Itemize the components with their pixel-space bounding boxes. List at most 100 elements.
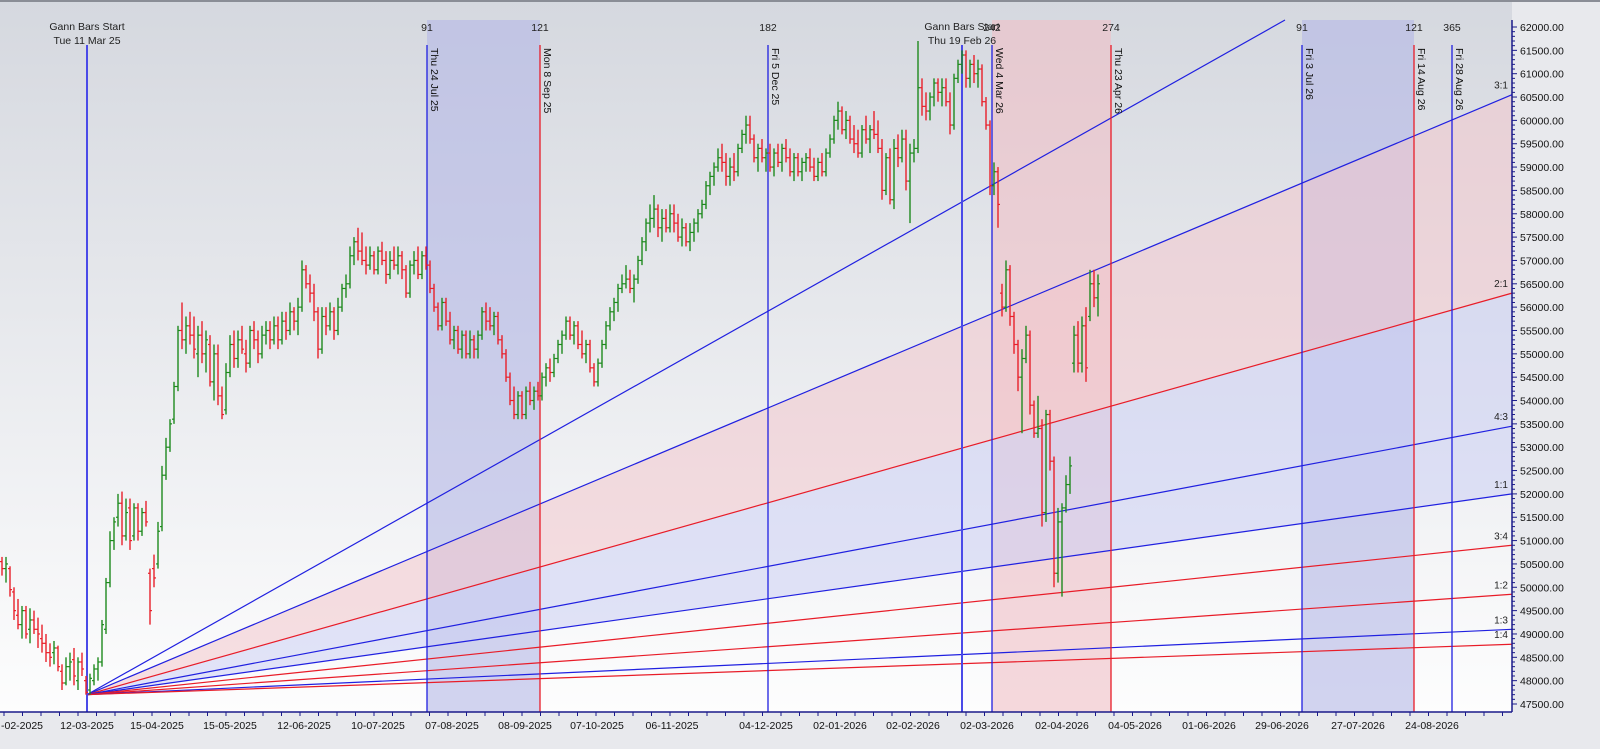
ohlc-bar bbox=[340, 283, 344, 312]
ohlc-bar bbox=[844, 111, 848, 140]
ohlc-bar bbox=[948, 92, 952, 135]
y-tick-label: 55000.00 bbox=[1520, 349, 1564, 361]
y-tick-label: 57500.00 bbox=[1520, 232, 1564, 244]
ohlc-bar bbox=[596, 358, 600, 387]
ohlc-bar bbox=[316, 307, 320, 359]
ohlc-bar bbox=[428, 260, 432, 294]
ohlc-bar bbox=[976, 59, 980, 88]
ohlc-bar bbox=[400, 251, 404, 280]
ohlc-bar bbox=[140, 507, 144, 536]
ohlc-bar bbox=[260, 325, 264, 359]
ohlc-bar bbox=[408, 260, 412, 298]
ohlc-bar bbox=[684, 223, 688, 247]
cycle-date-label: Fri 14 Aug 26 bbox=[1415, 48, 1427, 111]
ohlc-bar bbox=[696, 209, 700, 233]
ohlc-bar bbox=[852, 125, 856, 154]
ohlc-bar bbox=[76, 657, 80, 690]
ohlc-bar bbox=[368, 246, 372, 270]
ohlc-bar bbox=[1040, 419, 1044, 527]
ohlc-bar bbox=[16, 598, 20, 630]
y-axis-panel bbox=[1512, 0, 1600, 749]
ohlc-bar bbox=[20, 605, 24, 639]
ohlc-bar bbox=[624, 265, 628, 289]
fan-line-1-2 bbox=[86, 593, 1513, 696]
y-tick-label: 58000.00 bbox=[1520, 209, 1564, 221]
ohlc-bar bbox=[764, 148, 768, 172]
ohlc-bar bbox=[908, 143, 912, 224]
ohlc-bar bbox=[304, 265, 308, 289]
x-tick-label: 04-05-2026 bbox=[1108, 720, 1162, 732]
ohlc-bar bbox=[476, 330, 480, 359]
ohlc-bar bbox=[928, 92, 932, 121]
ohlc-bar bbox=[424, 246, 428, 270]
ohlc-bar bbox=[332, 307, 336, 340]
ohlc-bar bbox=[848, 115, 852, 144]
ohlc-bar bbox=[168, 419, 172, 452]
ohlc-bar bbox=[672, 204, 676, 233]
ohlc-bar bbox=[1032, 400, 1036, 438]
ohlc-bar bbox=[1036, 395, 1040, 438]
fan-line-3-1 bbox=[86, 94, 1513, 696]
cycle-count-label: 121 bbox=[1405, 22, 1423, 34]
fan-line-3-4 bbox=[86, 544, 1513, 696]
ohlc-bar bbox=[496, 311, 500, 345]
ohlc-bar bbox=[132, 503, 136, 541]
ohlc-bar bbox=[124, 498, 128, 541]
ohlc-bar bbox=[500, 335, 504, 359]
cycle-date-label: Wed 4 Mar 26 bbox=[993, 48, 1005, 114]
fan-label-3-4: 3:4 bbox=[1494, 531, 1508, 542]
y-tick-label: 47500.00 bbox=[1520, 699, 1564, 711]
ohlc-bar bbox=[372, 251, 376, 275]
ohlc-bar bbox=[104, 577, 108, 634]
y-tick-label: 62000.00 bbox=[1520, 22, 1564, 34]
gann-fan-lines bbox=[86, 19, 1513, 696]
ohlc-bar bbox=[264, 321, 268, 345]
y-tick-label: 60500.00 bbox=[1520, 92, 1564, 104]
ohlc-bar bbox=[0, 556, 4, 576]
ohlc-bar bbox=[580, 330, 584, 359]
ohlc-bar bbox=[824, 148, 828, 177]
ohlc-bar bbox=[296, 297, 300, 336]
ohlc-bar bbox=[520, 391, 524, 420]
ohlc-bar bbox=[540, 372, 544, 401]
ohlc-bar bbox=[324, 307, 328, 336]
ohlc-bar bbox=[32, 610, 36, 634]
ohlc-bar bbox=[1084, 307, 1088, 382]
ohlc-bar bbox=[612, 297, 616, 322]
ohlc-bar bbox=[544, 363, 548, 387]
ohlc-bar bbox=[872, 111, 876, 140]
ohlc-bar bbox=[1016, 339, 1020, 392]
ohlc-bar bbox=[532, 386, 536, 410]
y-tick-label: 53500.00 bbox=[1520, 419, 1564, 431]
ohlc-bar bbox=[680, 218, 684, 247]
ohlc-bar bbox=[880, 139, 884, 200]
ohlc-bar bbox=[788, 148, 792, 177]
x-tick-label: 07-10-2025 bbox=[570, 720, 624, 732]
x-tick-label: 07-08-2025 bbox=[425, 720, 479, 732]
y-tick-label: 56000.00 bbox=[1520, 302, 1564, 314]
ohlc-bar bbox=[552, 353, 556, 378]
ohlc-bar bbox=[312, 283, 316, 322]
ohlc-bar bbox=[40, 624, 44, 653]
fan-label-1-2: 1:2 bbox=[1494, 580, 1508, 591]
ohlc-bar bbox=[504, 349, 508, 382]
ohlc-bar bbox=[216, 344, 220, 406]
ohlc-bar bbox=[252, 321, 256, 350]
ohlc-bar bbox=[632, 274, 636, 303]
ohlc-bar bbox=[564, 316, 568, 340]
ohlc-bar bbox=[244, 339, 248, 373]
y-tick-label: 50500.00 bbox=[1520, 559, 1564, 571]
ohlc-bar bbox=[396, 246, 400, 275]
fan-label-1-4: 1:4 bbox=[1494, 630, 1508, 641]
ohlc-bar bbox=[180, 302, 184, 350]
ohlc-bar bbox=[128, 498, 132, 550]
ohlc-bar bbox=[472, 335, 476, 359]
ohlc-bar bbox=[820, 153, 824, 177]
ohlc-bar bbox=[716, 148, 720, 172]
ohlc-bar bbox=[840, 106, 844, 135]
ohlc-bar bbox=[52, 640, 56, 665]
ohlc-bar bbox=[280, 311, 284, 345]
